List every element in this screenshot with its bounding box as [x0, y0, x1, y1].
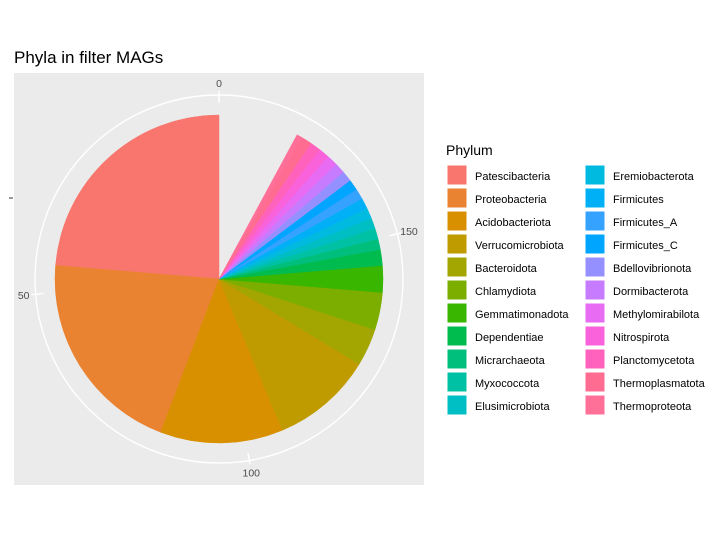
legend-label: Methylomirabilota [613, 309, 700, 321]
legend-item-chlamydiota: Chlamydiota [446, 279, 537, 301]
legend-swatch [446, 348, 468, 370]
legend-item-thermoproteota: Thermoproteota [584, 394, 692, 416]
legend-swatch [446, 394, 468, 416]
legend-label: Firmicutes_A [613, 217, 678, 229]
legend-swatch [446, 187, 468, 209]
legend-swatch [446, 233, 468, 255]
legend-label: Thermoplasmatota [613, 378, 706, 390]
radial-grid [31, 91, 404, 465]
legend-swatch [584, 164, 606, 186]
legend-item-myxococcota: Myxococcota [446, 371, 540, 393]
radial-ticks: 0 50 100 150 [18, 78, 418, 479]
legend-item-dependentiae: Dependentiae [446, 325, 544, 347]
legend-item-thermoplasmatota: Thermoplasmatota [584, 371, 706, 393]
legend-label: Elusimicrobiota [475, 401, 550, 413]
legend-item-proteobacteria: Proteobacteria [446, 187, 547, 209]
legend-item-firmicutes-a: Firmicutes_A [584, 210, 678, 232]
grid-tick-line [389, 232, 402, 237]
legend-item-nitrospirota: Nitrospirota [584, 325, 670, 347]
legend-swatch [584, 348, 606, 370]
legend-swatch [584, 371, 606, 393]
legend-swatch [584, 210, 606, 232]
legend-label: Verrucomicrobiota [475, 240, 565, 252]
legend-item-patescibacteria: Patescibacteria [446, 164, 551, 186]
legend-swatch [584, 302, 606, 324]
legend-item-firmicutes: Firmicutes [584, 187, 664, 209]
legend-item-planctomycetota: Planctomycetota [584, 348, 695, 370]
legend-label: Gemmatimonadota [475, 309, 569, 321]
legend-item-micrarchaeota: Micrarchaeota [446, 348, 546, 370]
legend-item-bacteroidota: Bacteroidota [446, 256, 538, 278]
legend-item-firmicutes-c: Firmicutes_C [584, 233, 678, 255]
legend-swatch [446, 164, 468, 186]
legend-label: Eremiobacterota [613, 171, 695, 183]
legend-label: Planctomycetota [613, 355, 695, 367]
legend-label: Firmicutes [613, 194, 664, 206]
legend-label: Thermoproteota [613, 401, 692, 413]
legend-label: Acidobacteriota [475, 217, 552, 229]
legend-label: Dependentiae [475, 332, 544, 344]
legend-swatch [584, 279, 606, 301]
legend-swatch [446, 325, 468, 347]
legend-swatch [446, 256, 468, 278]
legend-label: Bdellovibrionota [613, 263, 692, 275]
legend-swatch [446, 210, 468, 232]
legend-item-eremiobacterota: Eremiobacterota [584, 164, 695, 186]
legend-label: Chlamydiota [475, 286, 537, 298]
legend-item-methylomirabilota: Methylomirabilota [584, 302, 700, 324]
radial-tick-label: 50 [18, 290, 30, 302]
legend-swatch [584, 394, 606, 416]
radial-tick-label: 150 [400, 226, 418, 238]
legend-item-verrucomicrobiota: Verrucomicrobiota [446, 233, 565, 255]
grid-tick-line [31, 292, 44, 296]
chart-title: Phyla in filter MAGs [14, 48, 163, 67]
legend-label: Myxococcota [475, 378, 540, 390]
legend-swatch [584, 256, 606, 278]
legend-item-gemmatimonadota: Gemmatimonadota [446, 302, 569, 324]
legend-label: Bacteroidota [475, 263, 538, 275]
radial-tick-label: 0 [216, 78, 222, 90]
legend-label: Dormibacterota [613, 286, 689, 298]
legend-item-elusimicrobiota: Elusimicrobiota [446, 394, 550, 416]
legend-label: Patescibacteria [475, 171, 551, 183]
legend-label: Nitrospirota [613, 332, 670, 344]
pie-slice-proteobacteria [54, 265, 220, 433]
radial-tick-label: 100 [242, 467, 260, 479]
legend-swatch [584, 325, 606, 347]
legend: Phylum Patescibacteria Proteobacteria Acid… [446, 142, 706, 416]
grid-tick-line [247, 452, 251, 465]
pie-slice-thermoproteota [218, 134, 303, 280]
legend-item-acidobacteriota: Acidobacteriota [446, 210, 552, 232]
pie-slices [54, 114, 384, 444]
legend-swatch [446, 302, 468, 324]
legend-label: Micrarchaeota [475, 355, 546, 367]
legend-label: Proteobacteria [475, 194, 547, 206]
legend-swatch [584, 233, 606, 255]
pie-slice-patescibacteria [55, 114, 220, 280]
legend-swatch [446, 371, 468, 393]
legend-title: Phylum [446, 142, 493, 158]
pie-slice-verrucomicrobiota [218, 278, 360, 431]
legend-label: Firmicutes_C [613, 240, 678, 252]
legend-item-bdellovibrionota: Bdellovibrionota [584, 256, 692, 278]
pie-slice-acidobacteriota [160, 278, 283, 444]
legend-swatch [446, 279, 468, 301]
legend-item-dormibacterota: Dormibacterota [584, 279, 689, 301]
legend-swatch [584, 187, 606, 209]
